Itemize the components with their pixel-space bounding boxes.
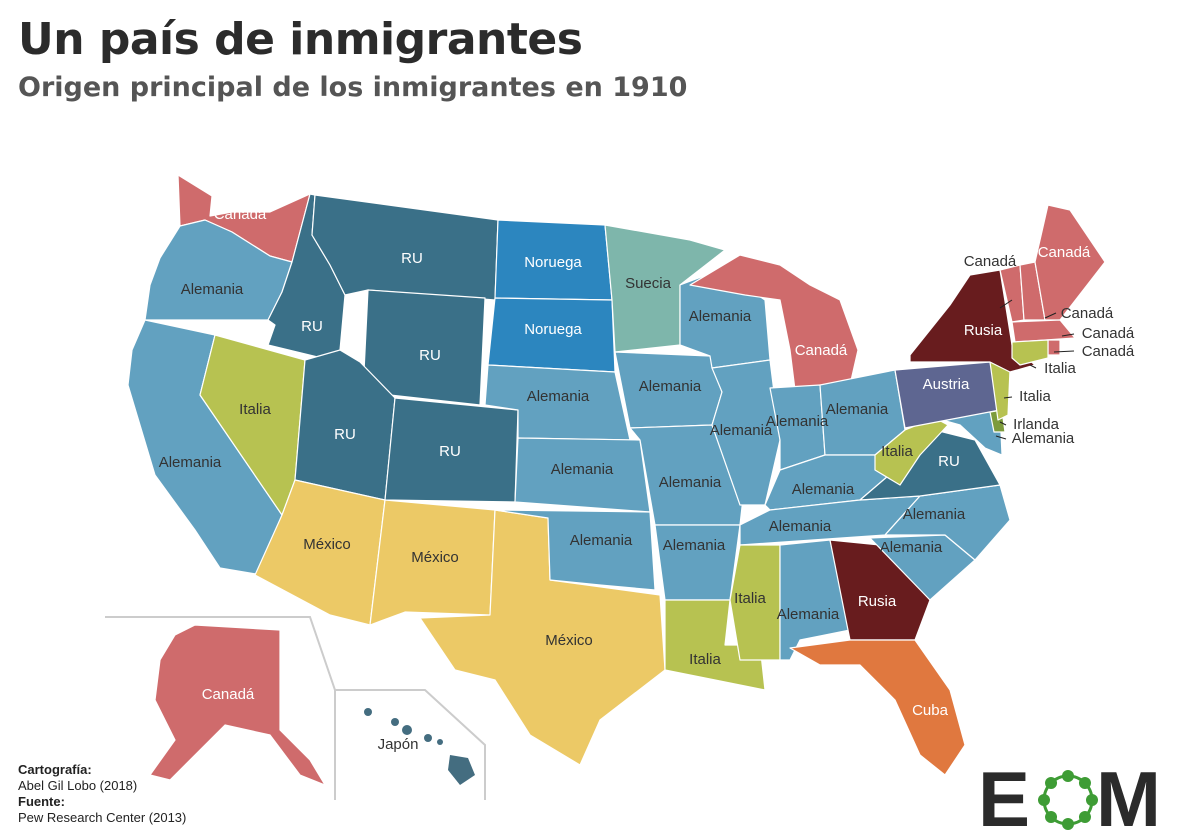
label-virginia: RU — [938, 453, 960, 470]
state-florida — [789, 639, 966, 776]
label-nebraska: Alemania — [527, 388, 590, 405]
label-missouri: Alemania — [659, 474, 722, 491]
state-hawaii — [364, 708, 475, 785]
state-georgia — [829, 539, 931, 641]
label-arizona: México — [303, 536, 351, 553]
label-nevada: Italia — [239, 401, 271, 418]
state-montana — [311, 194, 499, 301]
label-rhode-island: Canadá — [1082, 343, 1135, 360]
label-delaware: Irlanda — [1013, 416, 1060, 433]
label-leader-lines — [995, 299, 1075, 440]
label-massachusetts: Canadá — [1082, 325, 1135, 342]
source-label: Fuente: — [18, 794, 65, 809]
hawaii-inset-frame — [335, 689, 486, 800]
label-washington: Canadá — [214, 206, 267, 223]
label-minnesota: Suecia — [625, 275, 672, 292]
eom-logo: E M — [978, 762, 1161, 832]
label-new-hampshire: Canadá — [1061, 305, 1114, 322]
label-florida: Cuba — [912, 702, 949, 719]
label-california: Alemania — [159, 454, 222, 471]
label-oregon: Alemania — [181, 281, 244, 298]
label-tennessee: Alemania — [769, 518, 832, 535]
label-pennsylvania: Austria — [923, 376, 970, 393]
logo-ring-dot — [1062, 818, 1074, 830]
label-south-carolina: Alemania — [880, 539, 943, 556]
state-alaska — [149, 624, 326, 786]
label-colorado: RU — [439, 443, 461, 460]
label-new-jersey: Italia — [1019, 388, 1051, 405]
label-hawaii: Japón — [378, 736, 419, 753]
label-kansas: Alemania — [551, 461, 614, 478]
label-montana: RU — [401, 250, 423, 267]
logo-ring-dot — [1086, 794, 1098, 806]
label-wyoming: RU — [419, 347, 441, 364]
state-massachusetts — [1011, 319, 1076, 343]
label-louisiana: Italia — [689, 651, 721, 668]
label-oklahoma: Alemania — [570, 532, 633, 549]
label-new-mexico: México — [411, 549, 459, 566]
alaska-inset-frame — [105, 616, 336, 800]
label-vermont: Canadá — [964, 253, 1017, 270]
label-new-york: Rusia — [964, 322, 1003, 339]
map-subtitle: Origen principal de los inmigrantes en 1… — [18, 72, 688, 103]
logo-ring-dot — [1045, 777, 1058, 790]
label-arkansas: Alemania — [663, 537, 726, 554]
state-new-mexico — [369, 499, 496, 626]
state-maine — [1034, 204, 1106, 321]
label-kentucky: Alemania — [792, 481, 855, 498]
state-louisiana — [664, 599, 766, 691]
logo-ring-icon — [1038, 770, 1098, 830]
label-north-carolina: Alemania — [903, 506, 966, 523]
state-connecticut — [1011, 339, 1049, 366]
cartography-label: Cartografía: — [18, 762, 92, 777]
logo-ring-dot — [1038, 794, 1050, 806]
source-value: Pew Research Center (2013) — [18, 810, 187, 825]
label-alabama: Alemania — [777, 606, 840, 623]
state-west-virginia — [874, 417, 949, 486]
logo-letter-e: E — [978, 762, 1030, 832]
label-maine: Canadá — [1038, 244, 1091, 261]
logo-ring-dot — [1078, 777, 1091, 790]
logo-ring-dot — [1078, 810, 1091, 823]
logo-letter-m: M — [1096, 762, 1161, 832]
label-georgia: Rusia — [858, 593, 897, 610]
label-utah: RU — [334, 426, 356, 443]
label-iowa: Alemania — [639, 378, 702, 395]
state-mississippi — [729, 544, 781, 661]
label-west-virginia: Italia — [881, 443, 913, 460]
label-texas: México — [545, 632, 593, 649]
label-mississippi: Italia — [734, 590, 766, 607]
cartography-value: Abel Gil Lobo (2018) — [18, 778, 138, 793]
label-michigan: Canadá — [795, 342, 848, 359]
label-north-dakota: Noruega — [524, 254, 582, 271]
label-illinois: Alemania — [710, 422, 773, 439]
logo-ring-dot — [1045, 810, 1058, 823]
state-illinois — [711, 359, 781, 506]
credits-block: Cartografía: Abel Gil Lobo (2018) Fuente… — [18, 762, 186, 826]
label-wisconsin: Alemania — [689, 308, 752, 325]
state-wyoming — [362, 289, 486, 406]
label-indiana: Alemania — [766, 413, 829, 430]
label-connecticut: Italia — [1044, 360, 1076, 377]
map-title: Un país de inmigrantes — [18, 14, 583, 65]
state-oklahoma — [494, 509, 656, 591]
label-ohio: Alemania — [826, 401, 889, 418]
label-idaho: RU — [301, 318, 323, 335]
state-rhode-island — [1047, 339, 1061, 356]
label-alaska: Canadá — [202, 686, 255, 703]
logo-ring-dot — [1062, 770, 1074, 782]
state-michigan — [689, 254, 859, 391]
label-south-dakota: Noruega — [524, 321, 582, 338]
label-maryland: Alemania — [1012, 430, 1075, 447]
